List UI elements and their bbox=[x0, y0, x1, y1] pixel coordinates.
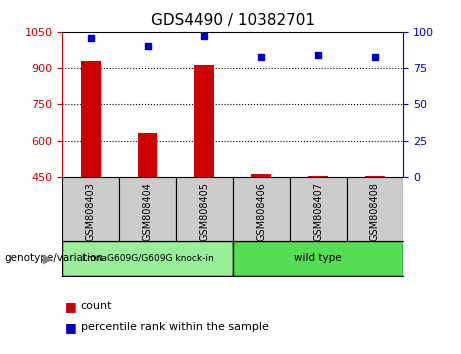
Text: GSM808406: GSM808406 bbox=[256, 182, 266, 241]
Bar bbox=[251, 174, 271, 177]
Bar bbox=[347, 177, 403, 241]
Bar bbox=[233, 241, 403, 276]
Point bbox=[371, 54, 378, 59]
Text: ■: ■ bbox=[65, 321, 76, 334]
Bar bbox=[195, 64, 214, 177]
Point bbox=[144, 44, 151, 49]
Bar bbox=[62, 177, 119, 241]
Point bbox=[201, 33, 208, 39]
Title: GDS4490 / 10382701: GDS4490 / 10382701 bbox=[151, 13, 315, 28]
Bar bbox=[137, 133, 158, 177]
Text: ▶: ▶ bbox=[43, 252, 53, 265]
Bar bbox=[119, 177, 176, 241]
Text: count: count bbox=[81, 301, 112, 311]
Text: GSM808405: GSM808405 bbox=[199, 182, 209, 241]
Text: GSM808403: GSM808403 bbox=[86, 182, 96, 241]
Text: GSM808408: GSM808408 bbox=[370, 182, 380, 241]
Text: percentile rank within the sample: percentile rank within the sample bbox=[81, 322, 269, 332]
Bar bbox=[233, 177, 290, 241]
Point bbox=[87, 35, 95, 40]
Point bbox=[314, 52, 322, 58]
Bar bbox=[365, 176, 385, 177]
Text: GSM808407: GSM808407 bbox=[313, 182, 323, 241]
Text: LmnaG609G/G609G knock-in: LmnaG609G/G609G knock-in bbox=[82, 254, 213, 263]
Text: genotype/variation: genotype/variation bbox=[5, 253, 104, 263]
Bar bbox=[290, 177, 347, 241]
Bar bbox=[308, 176, 328, 177]
Text: ■: ■ bbox=[65, 300, 76, 313]
Bar bbox=[176, 177, 233, 241]
Text: GSM808404: GSM808404 bbox=[142, 182, 153, 241]
Bar bbox=[81, 61, 100, 177]
Point bbox=[258, 54, 265, 59]
Text: wild type: wild type bbox=[294, 253, 342, 263]
Bar bbox=[62, 241, 233, 276]
